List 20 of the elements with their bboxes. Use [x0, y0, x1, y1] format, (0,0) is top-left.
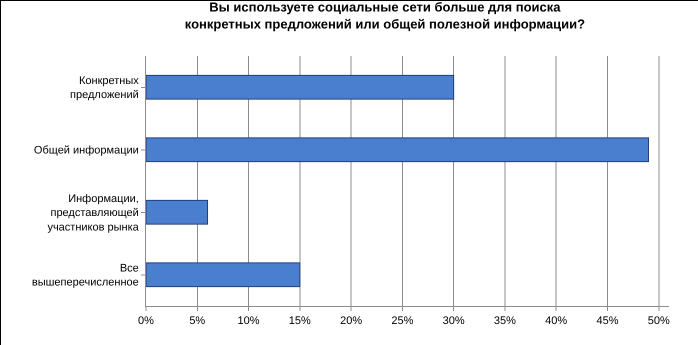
chart-title: Вы используете социальные сети больше для поиска конкретных предложений или общей полезной информации?: [184, 0, 586, 32]
bar: [146, 262, 300, 288]
bar: [146, 200, 208, 225]
x-tick-label: 0%: [138, 315, 154, 328]
bar: [146, 74, 454, 100]
y-tick-label: Информации, представляющей участников рынка: [47, 192, 140, 234]
x-tick-label: 40%: [545, 315, 568, 328]
x-tick-label: 25%: [391, 315, 414, 328]
x-tick-label: 30%: [442, 315, 465, 328]
y-tick-label: Конкретных предложений: [70, 74, 140, 102]
x-tick-label: 5%: [189, 315, 206, 328]
x-tick-label: 15%: [288, 315, 312, 328]
bar: [146, 137, 649, 162]
y-tick-label: Все вышеперечисленное: [32, 262, 139, 289]
y-tick-label: Общей информации: [34, 144, 139, 157]
x-tick-label: 35%: [494, 315, 516, 328]
x-tick-label: 20%: [340, 315, 362, 328]
x-tick-label: 10%: [238, 315, 260, 328]
x-tick-label: 50%: [648, 315, 670, 328]
x-tick-label: 45%: [596, 315, 619, 328]
